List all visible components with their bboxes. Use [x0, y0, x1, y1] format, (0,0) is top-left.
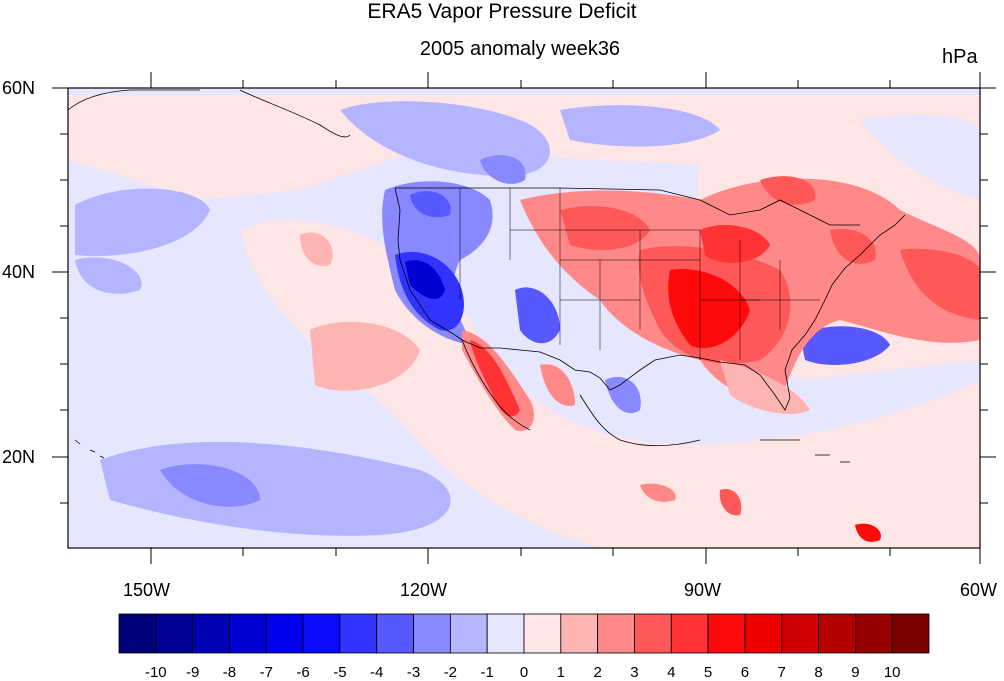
- colorbar-swatch: [413, 613, 451, 654]
- colorbar-swatch: [449, 613, 488, 654]
- colorbar-swatch: [744, 613, 783, 654]
- map-title: ERA5 Vapor Pressure Deficit: [367, 0, 637, 23]
- colorbar-label: -4: [370, 664, 383, 681]
- colorbar-swatch: [670, 613, 709, 654]
- colorbar-label: 2: [593, 664, 601, 681]
- colorbar-label: -7: [260, 664, 273, 681]
- colorbar-swatch: [229, 613, 267, 654]
- colorbar-swatch: [523, 613, 562, 654]
- colorbar-label: 3: [630, 664, 638, 681]
- lat-label-40n: 40N: [2, 262, 36, 282]
- colorbar-label: -5: [333, 664, 346, 681]
- colorbar-label: 9: [851, 664, 859, 681]
- colorbar-label: -2: [444, 664, 457, 681]
- lat-label-60n: 60N: [2, 78, 36, 98]
- map-subtitle: 2005 anomaly week36: [419, 38, 621, 60]
- lon-label-150w: 150W: [123, 580, 171, 600]
- colorbar-label: 1: [557, 664, 565, 681]
- colorbar-label: 0: [520, 664, 528, 681]
- colorbar-swatch: [818, 613, 856, 654]
- colorbar-swatch: [486, 613, 525, 654]
- lon-label-90w: 90W: [684, 580, 722, 600]
- colorbar-label: -6: [296, 664, 309, 681]
- colorbar-label: -8: [223, 664, 236, 681]
- units-label: hPa: [942, 46, 978, 68]
- colorbar-swatch: [302, 613, 341, 654]
- colorbar-swatch: [192, 613, 230, 654]
- colorbar-swatch: [891, 613, 930, 654]
- lon-label-60w: 60W: [960, 580, 998, 600]
- colorbar-swatch: [560, 613, 599, 654]
- colorbar-swatch: [339, 613, 378, 654]
- colorbar-swatch: [854, 613, 893, 654]
- colorbar-swatch: [634, 613, 672, 654]
- colorbar-swatch: [376, 613, 414, 654]
- colorbar-label: 6: [741, 664, 749, 681]
- colorbar-label: -3: [407, 664, 420, 681]
- lat-label-20n: 20N: [2, 447, 36, 467]
- colorbar-swatch: [155, 613, 194, 654]
- colorbar-label: -10: [145, 664, 167, 681]
- colorbar-swatch: [597, 613, 635, 654]
- colorbar-swatch: [118, 613, 157, 654]
- colorbar-swatch: [265, 613, 304, 654]
- colorbar-label: 5: [704, 664, 712, 681]
- colorbar-swatch: [707, 613, 746, 654]
- colorbar: -10 -9 -8 -7 -6 -5 -4 -3 -2 -1 0 1 2 3 4 5 6 7 8 9 10: [118, 613, 930, 681]
- colorbar-label: 7: [778, 664, 786, 681]
- anomaly-field: [68, 88, 980, 548]
- colorbar-label: -9: [186, 664, 199, 681]
- colorbar-label: -1: [481, 664, 494, 681]
- colorbar-swatch: [781, 613, 819, 654]
- axis-ticks: [52, 72, 996, 564]
- colorbar-label: 4: [667, 664, 675, 681]
- colorbar-label: 10: [884, 664, 901, 681]
- boundaries: [68, 89, 906, 463]
- lon-label-120w: 120W: [400, 580, 448, 600]
- colorbar-label: 8: [814, 664, 822, 681]
